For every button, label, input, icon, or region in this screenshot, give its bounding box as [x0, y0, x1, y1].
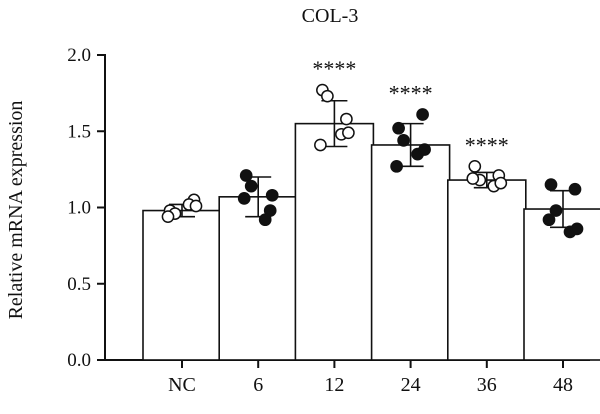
data-point	[314, 138, 327, 152]
y-tick-label: 2.0	[67, 45, 91, 66]
bar	[218, 196, 298, 361]
data-point	[239, 169, 253, 182]
plot-area: 0.0 0.5 1.0 1.5 2.0 NC 6 12 **** 24 **** 36 **** 48	[67, 45, 600, 396]
data-point	[342, 126, 355, 140]
data-point	[544, 178, 558, 191]
x-tick-label: 12	[324, 374, 344, 396]
y-axis-label: Relative mRNA expression	[5, 101, 27, 320]
y-tick-label: 0.5	[67, 274, 91, 295]
x-tick-label: 24	[401, 374, 421, 396]
data-point	[418, 143, 431, 156]
y-tick-label: 1.5	[67, 121, 91, 142]
data-point	[244, 179, 258, 193]
significance-label: ****	[465, 132, 509, 157]
bar	[294, 122, 375, 361]
x-tick-label: 36	[477, 374, 497, 396]
x-tick-label: 48	[553, 374, 573, 396]
data-point	[397, 134, 410, 147]
data-point	[416, 108, 429, 121]
data-point	[161, 210, 175, 223]
bar	[142, 209, 222, 361]
x-tick-label: 6	[253, 374, 263, 396]
data-point	[258, 213, 272, 227]
y-tick-label: 1.0	[67, 198, 91, 219]
data-point	[466, 172, 480, 185]
x-tick-label: NC	[168, 374, 196, 396]
significance-label: ****	[312, 56, 356, 81]
data-point	[568, 182, 582, 196]
data-point	[392, 121, 405, 135]
bar	[446, 179, 527, 361]
data-point	[468, 159, 482, 173]
y-tick-label: 0.0	[67, 350, 91, 371]
data-point	[340, 112, 353, 126]
data-point	[237, 192, 251, 205]
significance-label: ****	[389, 80, 433, 105]
bar	[370, 144, 451, 361]
data-point	[265, 188, 279, 202]
data-point	[549, 204, 563, 217]
data-point	[321, 89, 334, 103]
data-point	[390, 159, 403, 173]
chart-title: COL-3	[302, 5, 359, 27]
data-point	[189, 199, 203, 213]
data-point	[570, 222, 584, 236]
bar	[523, 208, 600, 361]
data-point	[494, 176, 508, 190]
data-point	[542, 213, 556, 227]
